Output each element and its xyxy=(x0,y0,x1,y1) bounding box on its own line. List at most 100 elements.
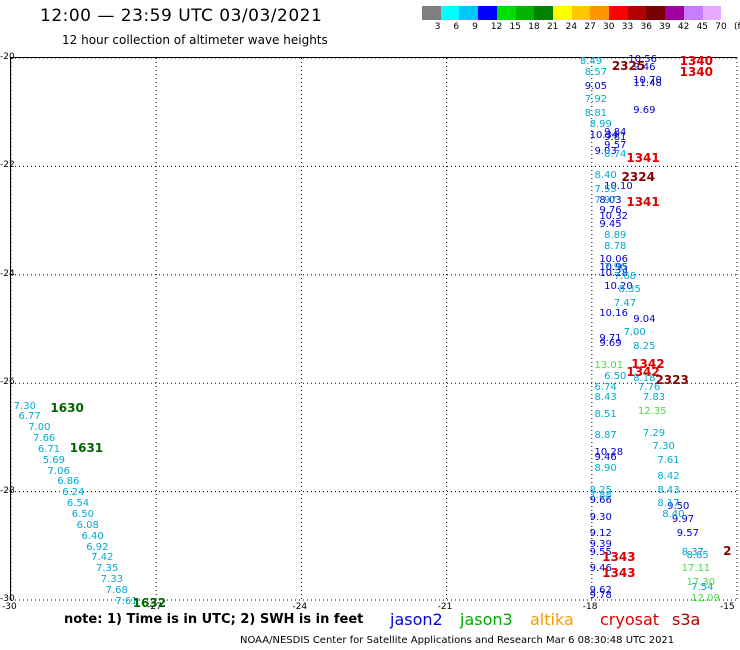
wave-height-value: 6.40 xyxy=(81,530,104,542)
wave-height-value: 9.66 xyxy=(589,495,612,507)
wave-height-value: 8.81 xyxy=(584,107,608,119)
color-scale-label: 9 xyxy=(472,22,478,32)
wave-height-value: 6.77 xyxy=(18,411,41,423)
wave-height-value: 11.48 xyxy=(633,78,662,90)
wave-height-value: 9.62 xyxy=(589,584,612,596)
wave-height-value: 6.71 xyxy=(37,443,61,455)
color-scale-label: (ft) xyxy=(734,22,740,32)
wave-height-value: 7.00 xyxy=(28,422,51,434)
wave-height-value: 6.08 xyxy=(76,519,99,531)
color-scale-swatch xyxy=(627,6,647,20)
legend-item-s3a: s3a xyxy=(672,610,701,629)
color-scale-swatch xyxy=(683,6,703,20)
wave-height-value: 7.00 xyxy=(623,327,646,339)
wave-height-value: 17.11 xyxy=(681,563,711,575)
wave-height-value: 6.50 xyxy=(71,508,95,520)
wave-height-value: 10.28 xyxy=(599,267,628,279)
wave-height-value: 7.61 xyxy=(657,454,680,466)
wave-height-value: 9.97 xyxy=(671,514,695,526)
wave-height-value: 9.69 xyxy=(633,105,656,117)
color-scale-label: 12 xyxy=(490,22,503,32)
wave-height-value: 6.54 xyxy=(66,498,90,510)
y-tick-label: -30 xyxy=(0,594,15,604)
wave-height-value: 9.12 xyxy=(589,527,612,539)
color-scale-label: 42 xyxy=(677,22,690,32)
wave-height-value: 9.46 xyxy=(633,61,656,73)
color-scale-swatch xyxy=(665,6,684,20)
wave-height-value: 13.01 xyxy=(594,359,624,371)
wave-height-value: 6.92 xyxy=(86,541,109,553)
color-scale-label: 6 xyxy=(453,22,460,32)
wave-height-value: 10.28 xyxy=(594,446,624,458)
wave-height-value: 9.84 xyxy=(604,126,627,138)
color-scale-label: 70 xyxy=(715,22,727,32)
legend-item-cryosat: cryosat xyxy=(600,610,660,629)
pass-time-label: 1343 xyxy=(602,565,636,580)
wave-height-value: 9.69 xyxy=(599,338,622,350)
wave-height-value: 8.18 xyxy=(633,373,656,385)
wave-height-value: 7.68 xyxy=(105,584,128,596)
wave-height-value: 6.24 xyxy=(62,487,85,499)
color-scale-label: 45 xyxy=(696,22,709,32)
x-tick-label: -27 xyxy=(147,602,162,612)
wave-height-value: 9.46 xyxy=(589,563,612,575)
wave-height-value: 7.66 xyxy=(33,433,56,445)
wave-height-value: 10.20 xyxy=(604,281,633,293)
wave-height-value: 8.03 xyxy=(599,194,622,206)
color-scale-swatch xyxy=(534,6,553,20)
pass-time-label: 1342 xyxy=(626,365,660,380)
pass-time-label: 1630 xyxy=(50,400,84,415)
color-scale-swatch xyxy=(422,6,441,20)
x-tick-label: -24 xyxy=(292,602,308,612)
wave-height-value: 8.49 xyxy=(579,56,603,68)
pass-time-label: 1343 xyxy=(602,549,636,564)
y-tick-label: -26 xyxy=(0,377,15,388)
pass-time-label: 2324 xyxy=(621,170,655,185)
color-scale-swatch xyxy=(496,6,516,20)
x-tick-label: -21 xyxy=(437,602,453,612)
wave-height-value: 7.61 xyxy=(115,595,138,607)
wave-height-value: 10.56 xyxy=(628,53,657,65)
wave-height-value: 8.43 xyxy=(657,484,680,496)
wave-height-value: 8.57 xyxy=(584,67,608,79)
wave-height-value: 6.50 xyxy=(604,370,627,382)
wave-height-value: 7.42 xyxy=(91,552,114,564)
wave-height-value: 6.86 xyxy=(57,476,80,488)
page-subtitle: 12 hour collection of altimeter wave hei… xyxy=(62,33,328,47)
wave-height-value: 8.25 xyxy=(633,340,656,352)
wave-height-value: 8.78 xyxy=(604,240,627,252)
plot-area xyxy=(10,57,738,601)
wave-height-value: 10.16 xyxy=(599,308,628,320)
wave-height-value: 9.76 xyxy=(599,205,622,217)
wave-height-value: 8.99 xyxy=(589,118,612,130)
wave-height-value: 9.78 xyxy=(589,590,612,602)
color-scale-swatch xyxy=(552,6,572,20)
wave-height-value: 7.06 xyxy=(47,465,70,477)
wave-height-value: 9.04 xyxy=(633,313,656,325)
wave-height-value: 12.35 xyxy=(638,406,667,417)
page-title: 12:00 — 23:59 UTC 03/03/2021 xyxy=(40,6,323,26)
legend-item-altika: altika xyxy=(530,610,574,629)
x-tick-label: -30 xyxy=(2,602,17,612)
x-tick-label: -15 xyxy=(720,602,735,612)
wave-height-value: 9.30 xyxy=(589,511,612,523)
wave-height-value: 8.25 xyxy=(589,484,612,496)
wave-height-value: 7.83 xyxy=(642,392,666,404)
color-scale-swatch xyxy=(721,6,740,20)
color-scale-label: 15 xyxy=(509,22,521,32)
wave-height-value: 9.81 xyxy=(604,132,627,144)
legend-item-jason3: jason3 xyxy=(460,610,513,629)
wave-height-value: 10.06 xyxy=(599,254,628,266)
pass-time-label: 2323 xyxy=(655,373,689,388)
wave-height-value: 8.43 xyxy=(594,392,617,404)
x-tick-label: -18 xyxy=(582,602,598,612)
note-text: note: 1) Time is in UTC; 2) SWH is in fe… xyxy=(64,612,364,627)
color-scale-label: 39 xyxy=(659,22,671,32)
color-scale-swatch xyxy=(571,6,591,20)
legend-item-jason2: jason2 xyxy=(390,610,443,629)
wave-height-value: 7.54 xyxy=(691,582,714,594)
wave-height-value: 9.57 xyxy=(604,140,627,152)
wave-height-value: 7.88 xyxy=(589,490,612,502)
color-scale-swatch xyxy=(440,6,460,20)
pass-time-label: 1340 xyxy=(679,64,713,79)
